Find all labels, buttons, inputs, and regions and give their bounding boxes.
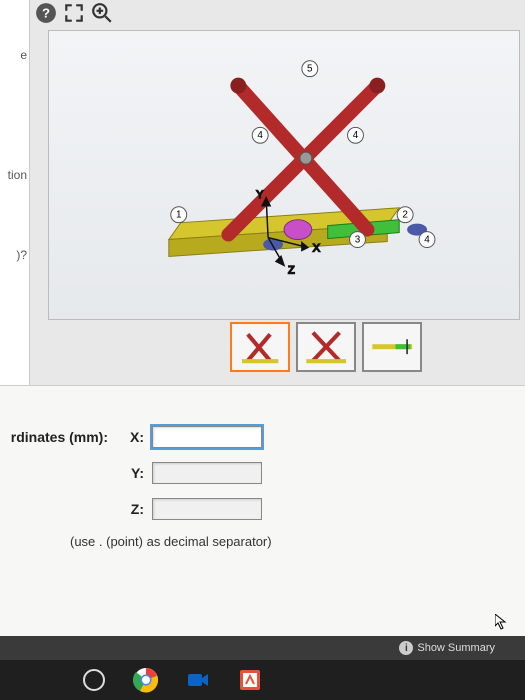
- y-label: Y:: [120, 465, 144, 481]
- video-icon[interactable]: [184, 666, 212, 694]
- status-bar: i Show Summary: [0, 636, 525, 660]
- svg-text:4: 4: [257, 130, 263, 141]
- svg-text:4: 4: [353, 130, 359, 141]
- axis-z-label: Z: [288, 264, 295, 276]
- z-label: Z:: [120, 501, 144, 517]
- mouse-cursor: [495, 614, 511, 630]
- model-viewport[interactable]: X Y Z 1 2 3 4 4 4 5: [48, 30, 520, 320]
- sidebar-fragment-tion: tion: [8, 168, 27, 182]
- x-input[interactable]: [152, 426, 262, 448]
- chrome-icon[interactable]: [132, 666, 160, 694]
- svg-text:3: 3: [355, 235, 361, 246]
- cortana-icon[interactable]: [80, 666, 108, 694]
- svg-text:5: 5: [307, 64, 313, 75]
- svg-text:1: 1: [176, 210, 182, 221]
- thumb-top[interactable]: [362, 322, 422, 372]
- svg-text:2: 2: [402, 210, 408, 221]
- z-input[interactable]: [152, 498, 262, 520]
- show-summary-link[interactable]: Show Summary: [417, 642, 495, 654]
- y-input[interactable]: [152, 462, 262, 484]
- axis-y-label: Y: [256, 189, 264, 201]
- sidebar-fragment-q: )?: [16, 248, 27, 262]
- coordinates-lead: rdinates (mm):: [0, 429, 120, 445]
- thumb-iso[interactable]: [230, 322, 290, 372]
- view-thumbnails: [230, 322, 422, 372]
- windows-taskbar: [0, 660, 525, 700]
- x-label: X:: [120, 429, 144, 445]
- axis-x-label: X: [313, 242, 321, 254]
- app-icon[interactable]: [236, 666, 264, 694]
- viewport-toolbar: ?: [35, 2, 113, 24]
- answer-panel: rdinates (mm): X: Y: Z: (use . (point) a…: [0, 385, 525, 640]
- help-icon[interactable]: ?: [35, 2, 57, 24]
- expand-icon[interactable]: [63, 2, 85, 24]
- svg-text:4: 4: [424, 235, 430, 246]
- zoom-in-icon[interactable]: [91, 2, 113, 24]
- sidebar-fragment-e: e: [20, 48, 27, 62]
- info-icon: i: [399, 641, 413, 655]
- svg-text:?: ?: [42, 5, 50, 20]
- decimal-hint: (use . (point) as decimal separator): [70, 534, 505, 549]
- thumb-front[interactable]: [296, 322, 356, 372]
